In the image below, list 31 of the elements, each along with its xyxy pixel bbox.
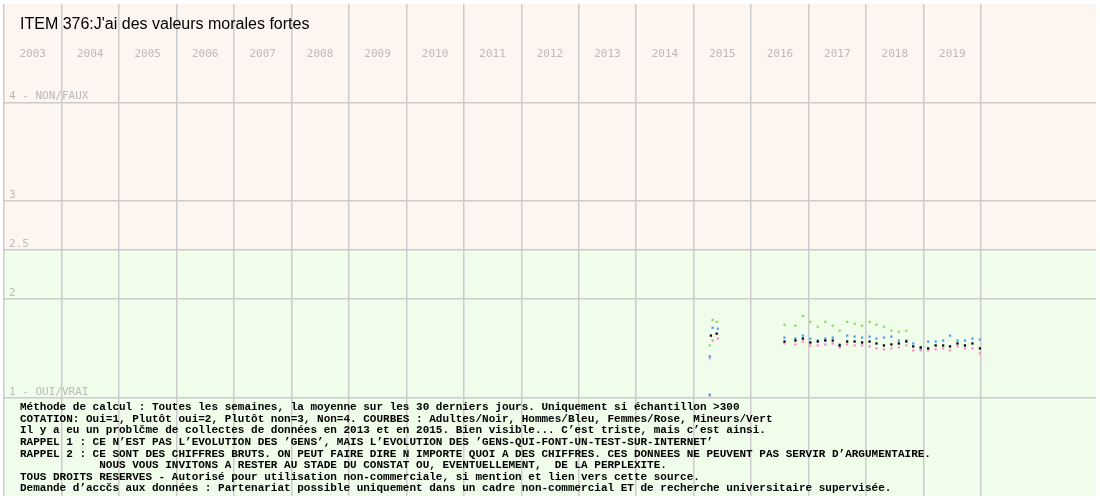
annotation: Il y a eu un problčme de collectes de données en 2013 et en 2015. Bien visible... C’est triste, mais c’est ainsi. bbox=[20, 424, 766, 437]
annotation: Méthode de calcul : Toutes les semaines, la moyenne sur les 30 derniers jours. Uniquement si échantillon >300 bbox=[20, 401, 740, 414]
x-tick-label: 2004 bbox=[76, 47, 104, 60]
y-tick-label: 4 - NON/FAUX bbox=[9, 89, 89, 103]
x-tick-label: 2009 bbox=[364, 47, 391, 60]
x-tick-label: 2017 bbox=[824, 47, 851, 60]
x-tick-label: 2010 bbox=[421, 47, 449, 60]
x-tick-label: 2005 bbox=[134, 47, 161, 60]
annotation: COTATION: Oui=1, Plutôt oui=2, Plutôt non=3, Non=4. COURBES : Adultes/Noir, Hommes/Bleu, Femmes/Rose, Mineurs/Vert bbox=[20, 412, 773, 425]
y-tick-label: 2.5 bbox=[9, 237, 29, 250]
text: ITEM 376:J'ai des valeurs morales fortes bbox=[20, 15, 310, 32]
y-tick-label: 2 bbox=[9, 286, 16, 300]
x-tick-label: 2012 bbox=[536, 47, 564, 60]
annotation: NOUS VOUS INVITONS A RESTER AU STADE DU CONSTAT OU, EVENTUELLEMENT, DE LA PERPLEXITE. bbox=[20, 459, 667, 472]
x-tick-label: 2011 bbox=[479, 47, 506, 60]
y-tick-label: 3 bbox=[9, 187, 16, 201]
x-tick-label: 2014 bbox=[651, 47, 679, 60]
x-tick-label: 2018 bbox=[881, 47, 909, 60]
annotation: RAPPEL 1 : CE N’EST PAS L’EVOLUTION DES ’GENS’, MAIS L’EVOLUTION DES ’GENS-QUI-FONT-UN-TEST-SUR-INTERNET’ bbox=[20, 436, 714, 449]
x-tick-label: 2007 bbox=[249, 47, 276, 60]
annotation: RAPPEL 2 : CE SONT DES CHIFFRES BRUTS. ON PEUT FAIRE DIRE N IMPORTE QUOI A DES CHIFFRES. CES DONNEES NE PEUVENT PAS SERVIR D’ARGUMENTAIRE. bbox=[20, 447, 931, 460]
x-tick-label: 2015 bbox=[709, 47, 736, 60]
annotation: TOUS DROITS RESERVES - Autorisé pour utilisation non-commerciale, si mention et lien vers cette source. bbox=[20, 470, 700, 483]
x-tick-label: 2013 bbox=[594, 47, 621, 60]
x-tick-label: 2016 bbox=[766, 47, 794, 60]
x-tick-label: 2019 bbox=[939, 47, 966, 60]
x-tick-label: 2008 bbox=[306, 47, 334, 60]
x-tick-label: 2006 bbox=[191, 47, 219, 60]
annotation: Demande d’accčs aux données : Partenariat possible uniquement dans un cadre non-commercial ET de recherche universitaire supervisée. bbox=[20, 482, 892, 495]
x-tick-label: 2003 bbox=[19, 47, 46, 60]
y-tick-label: 1 - OUI/VRAI bbox=[9, 384, 89, 398]
